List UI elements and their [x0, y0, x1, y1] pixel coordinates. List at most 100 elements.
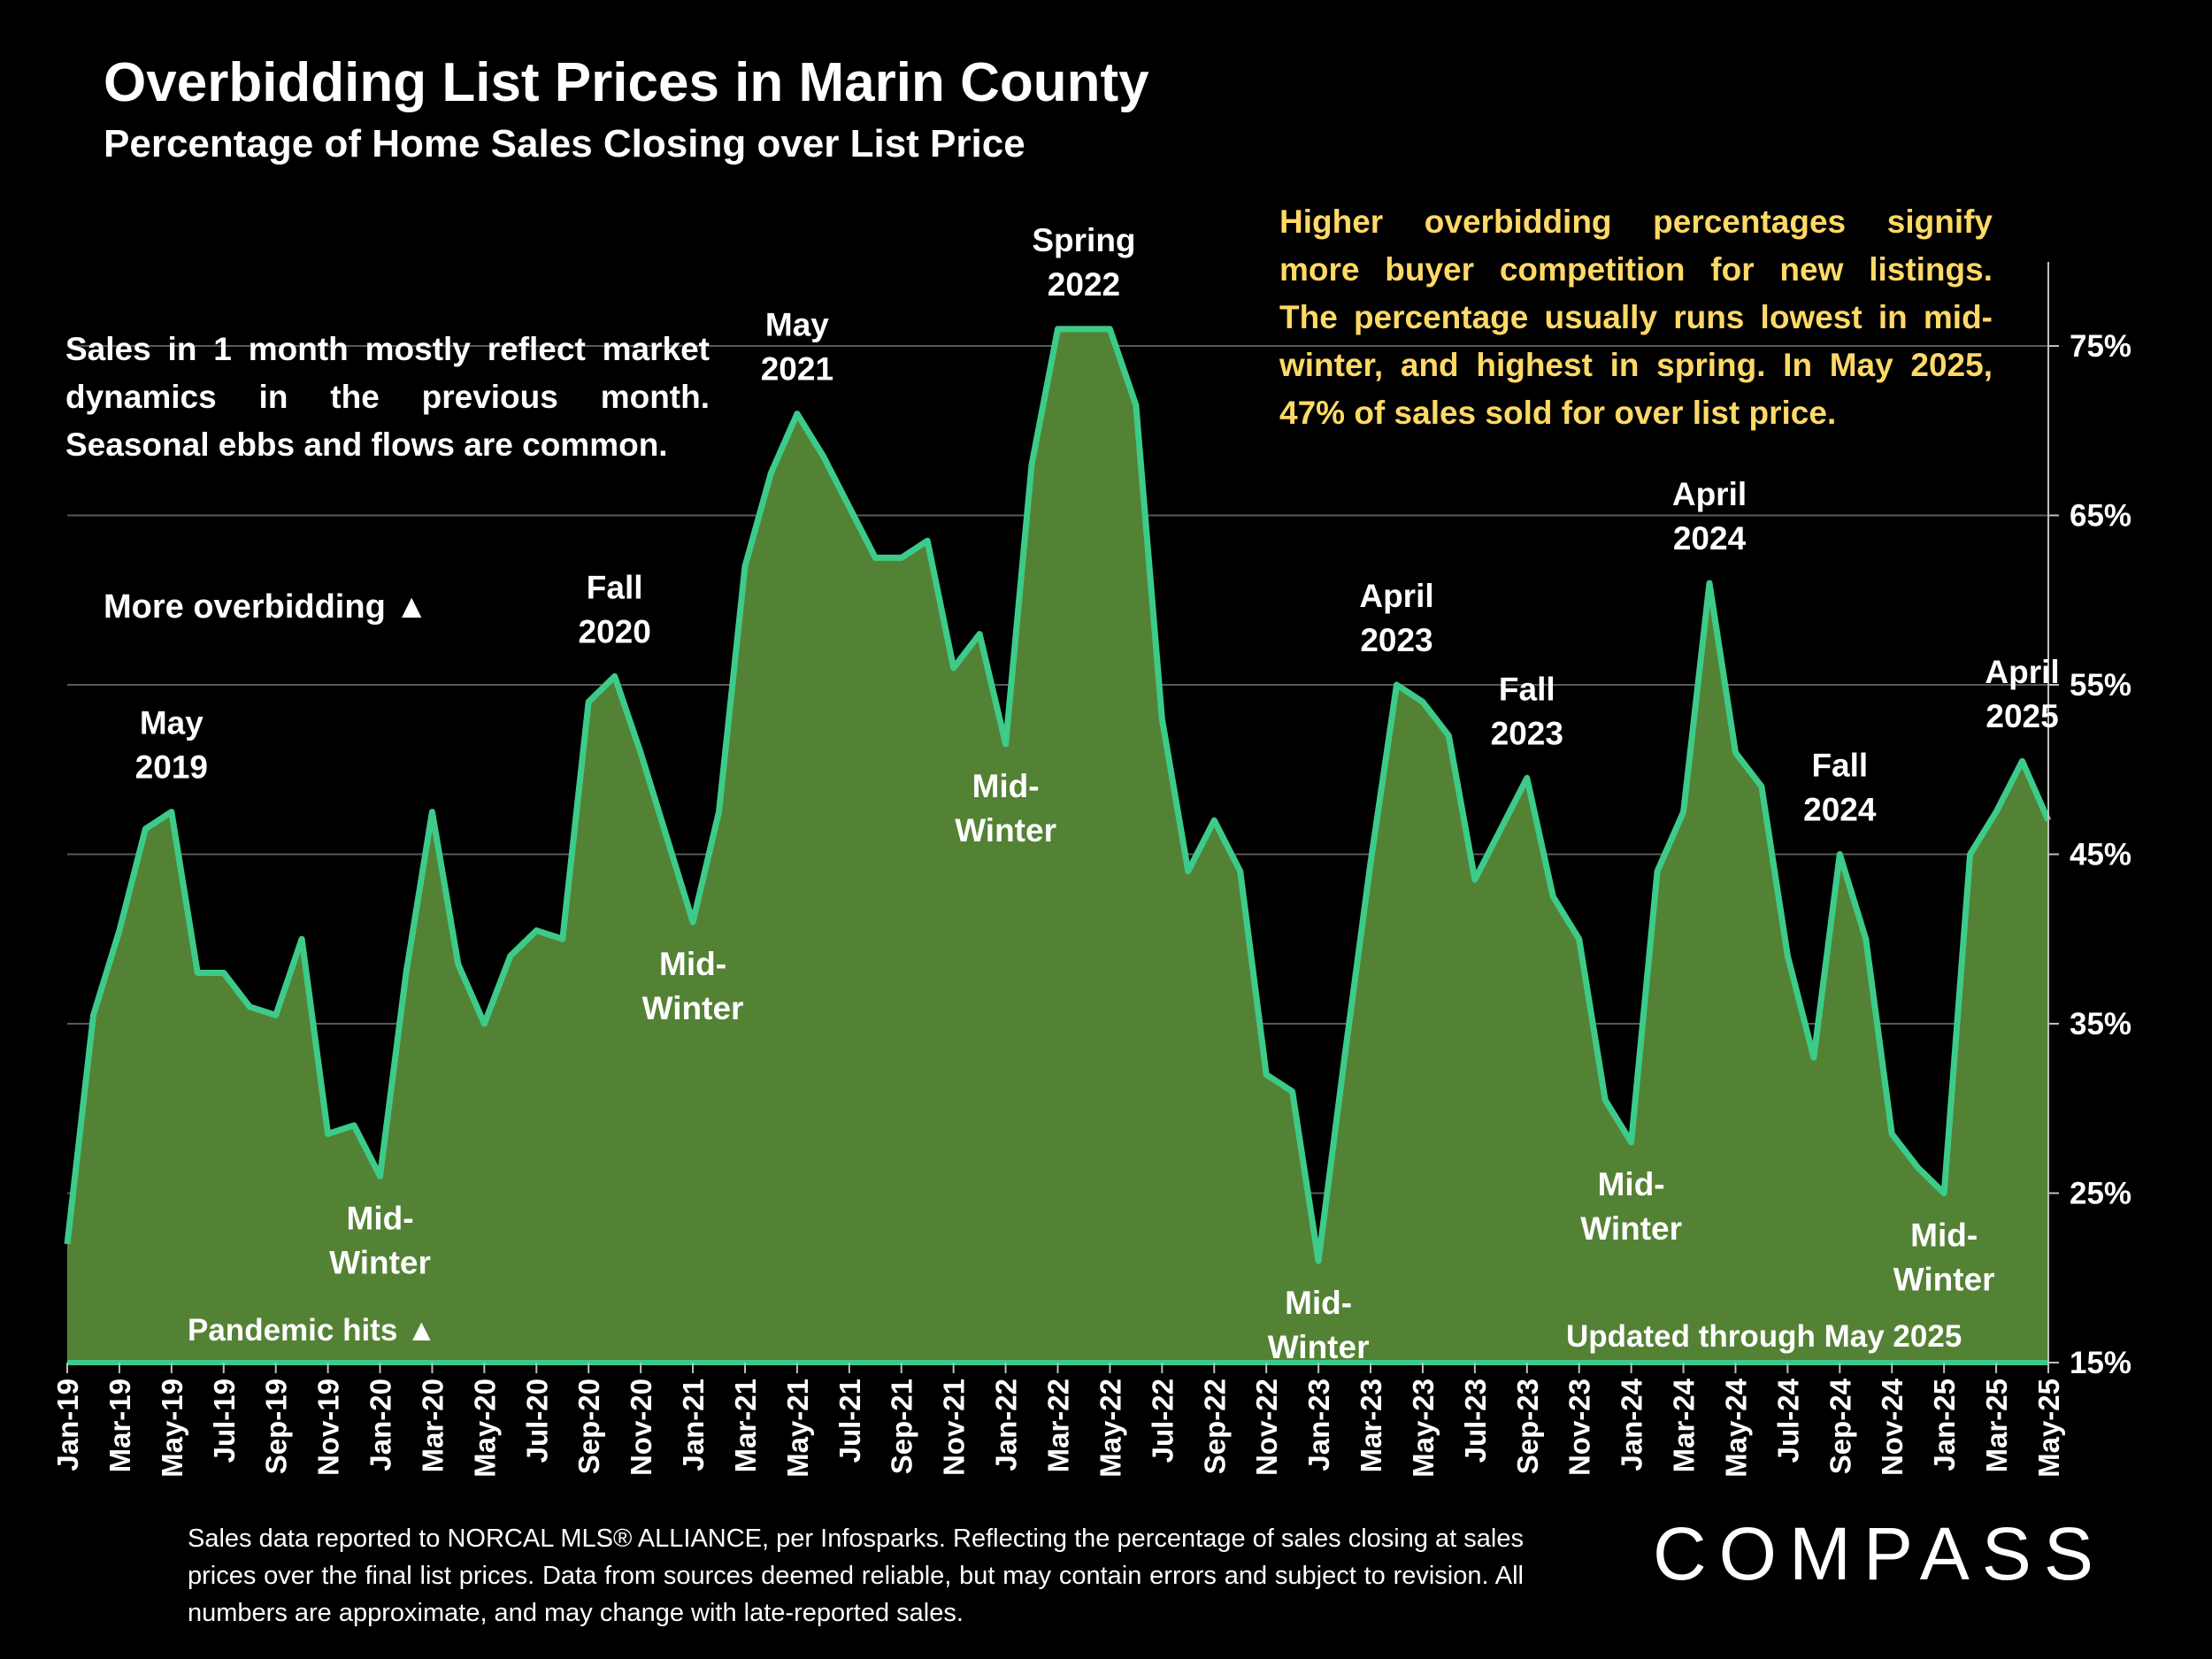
x-tick-label: Jan-23: [1302, 1379, 1335, 1471]
annotation-line: Winter: [1893, 1262, 1995, 1298]
note-left-line: Sales in 1 month mostly reflect market: [65, 331, 710, 367]
x-axis-ticks: Jan-19 Mar-19 May-19 Jul-19 Sep-19 Nov-19 Jan-…: [51, 1363, 2065, 1478]
note-right-line: Higher overbidding percentages signify: [1279, 204, 1993, 240]
y-tick-label: 35%: [2070, 1007, 2131, 1041]
annotation-line: Winter: [955, 812, 1056, 849]
x-tick-label: Nov-21: [938, 1379, 971, 1476]
y-axis-ticks: 15% 25% 35% 45% 55% 65% 75%: [2048, 329, 2131, 1380]
annotation: May 2019: [135, 705, 208, 786]
x-tick-label: Mar-25: [1980, 1379, 2013, 1472]
x-tick-label: Nov-20: [625, 1379, 657, 1476]
annotation-line: Winter: [642, 990, 744, 1026]
annotation: Fall 2024: [1803, 748, 1877, 828]
x-tick-label: May-21: [781, 1379, 814, 1478]
annotation-line: Fall: [1499, 671, 1555, 707]
x-tick-label: Nov-23: [1563, 1379, 1596, 1476]
annotation: Mid- Winter: [1893, 1217, 1995, 1298]
annotation-line: 2022: [1048, 266, 1120, 303]
annotation-line: 2020: [579, 613, 651, 649]
annotation-line: Mid-: [659, 946, 726, 982]
y-tick-label: 65%: [2070, 499, 2131, 534]
x-tick-label: Jul-22: [1146, 1379, 1179, 1463]
y-tick-label: 75%: [2070, 329, 2131, 364]
annotation-line: Winter: [1268, 1329, 1370, 1365]
note-right-line: winter, and highest in spring. In May 20…: [1279, 347, 1993, 383]
annotation-line: Mid-: [1285, 1285, 1352, 1321]
annotation-line: Mid-: [972, 768, 1040, 804]
footer-note: Sales data reported to NORCAL MLS® ALLIA…: [188, 1525, 1524, 1627]
x-tick-label: Mar-20: [416, 1379, 449, 1472]
overbidding-line: [64, 326, 2052, 1264]
annotation-line: Mid-: [347, 1200, 414, 1236]
pandemic-label: Pandemic hits ▲: [188, 1313, 437, 1348]
note-right-line: The percentage usually runs lowest in mi…: [1279, 299, 1993, 335]
y-tick-label: 45%: [2070, 838, 2131, 872]
annotation: Mid- Winter: [1268, 1285, 1370, 1365]
annotation-line: Winter: [1580, 1210, 1682, 1247]
annotation-line: April: [1985, 654, 2059, 690]
x-tick-label: Mar-24: [1668, 1378, 1701, 1472]
x-tick-label: Mar-19: [104, 1379, 136, 1472]
annotation: Fall 2020: [579, 569, 651, 649]
x-tick-label: Mar-22: [1042, 1379, 1075, 1472]
x-tick-label: Jan-21: [677, 1379, 710, 1471]
x-tick-label: Jan-22: [990, 1379, 1023, 1471]
note-left-line: Seasonal ebbs and flows are common.: [65, 426, 668, 463]
x-tick-label: Mar-23: [1355, 1379, 1387, 1472]
overbidding-area: [67, 328, 2048, 1363]
annotation-line: Mid-: [1910, 1217, 1978, 1254]
note-left-line: dynamics in the previous month.: [65, 379, 710, 415]
x-tick-label: May-23: [1407, 1379, 1440, 1478]
note-right-line: more buyer competition for new listings.: [1279, 251, 1993, 288]
annotation: Mid- Winter: [955, 768, 1056, 849]
annotation-line: 2024: [1803, 792, 1877, 828]
annotation-line: 2023: [1360, 622, 1432, 658]
annotation-line: May: [140, 705, 204, 741]
annotation-line: Fall: [587, 569, 643, 605]
annotation-line: Mid-: [1598, 1166, 1665, 1202]
x-tick-label: Jul-21: [833, 1379, 866, 1463]
x-tick-label: Jan-24: [1616, 1378, 1648, 1471]
note-right-line: 47% of sales sold for over list price.: [1279, 395, 1837, 431]
compass-logo: COMPASS: [1653, 1512, 2106, 1595]
annotations: May 2019 Mid- Winter Fall 2020 Mid- Winter May 20…: [135, 222, 2060, 1365]
x-tick-label: May-19: [156, 1379, 188, 1478]
annotation: April 2025: [1985, 654, 2059, 734]
x-tick-label: Jul-20: [520, 1379, 553, 1463]
x-tick-label: Jul-23: [1459, 1379, 1492, 1463]
annotation-line: May: [765, 307, 829, 343]
x-tick-label: Sep-24: [1824, 1378, 1856, 1474]
x-tick-label: Jul-24: [1771, 1378, 1804, 1463]
annotation: Mid- Winter: [642, 946, 744, 1026]
annotation: Fall 2023: [1491, 671, 1563, 751]
annotation: May 2021: [761, 307, 833, 388]
annotation: Spring 2022: [1032, 222, 1135, 303]
annotation: April 2023: [1359, 578, 1433, 658]
y-tick-label: 25%: [2070, 1177, 2131, 1211]
y-tick-label: 15%: [2070, 1346, 2131, 1380]
x-tick-label: Sep-21: [886, 1379, 918, 1474]
annotation-line: April: [1672, 476, 1747, 512]
annotation-line: Spring: [1032, 222, 1135, 258]
annotation-line: April: [1359, 578, 1433, 614]
annotation-line: 2019: [135, 749, 208, 786]
annotation: Mid- Winter: [1580, 1166, 1682, 1247]
annotation: Mid- Winter: [329, 1200, 431, 1280]
more-overbidding-label: More overbidding ▲: [104, 588, 428, 626]
x-tick-label: Sep-20: [572, 1379, 605, 1474]
x-tick-label: Jan-25: [1928, 1379, 1961, 1471]
x-tick-label: Jul-19: [208, 1379, 241, 1463]
x-tick-label: Sep-22: [1198, 1379, 1231, 1474]
annotation-line: 2024: [1673, 520, 1747, 557]
x-tick-label: May-24: [1719, 1378, 1752, 1478]
y-tick-label: 55%: [2070, 668, 2131, 703]
annotation-line: 2021: [761, 351, 833, 388]
note-left: Sales in 1 month mostly reflect market d…: [65, 326, 710, 469]
x-tick-label: May-20: [468, 1379, 501, 1478]
annotation-line: 2025: [1985, 698, 2058, 734]
annotation-line: 2023: [1491, 715, 1563, 751]
updated-label: Updated through May 2025: [1566, 1319, 1962, 1354]
x-tick-label: Nov-19: [312, 1379, 345, 1476]
x-tick-label: Sep-19: [260, 1379, 293, 1474]
